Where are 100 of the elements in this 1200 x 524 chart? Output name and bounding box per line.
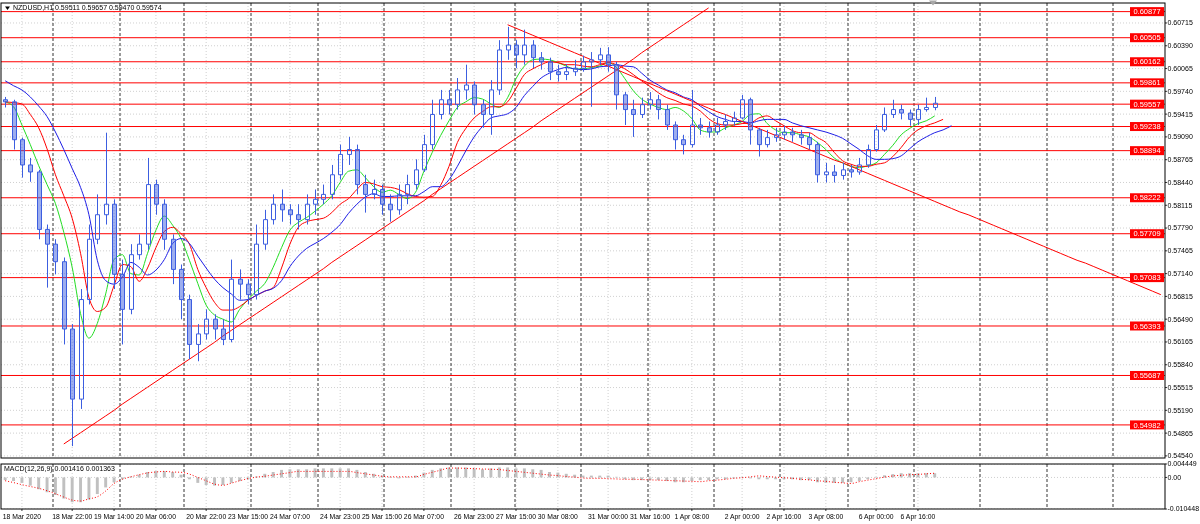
line-series [4, 467, 936, 502]
candlestick [723, 113, 728, 131]
candlestick [715, 117, 720, 136]
candlestick [330, 164, 335, 200]
candlestick [857, 157, 862, 176]
candlestick [338, 144, 343, 181]
candlestick [933, 96, 938, 111]
candlestick [740, 94, 745, 120]
candlestick [347, 136, 352, 166]
candlestick [204, 308, 209, 341]
candlestick [598, 47, 603, 66]
candlestick [179, 264, 184, 320]
candlestick [866, 144, 871, 169]
candlestick [522, 29, 527, 66]
candlestick [573, 59, 578, 77]
candlestick [841, 162, 846, 181]
candlestick [405, 174, 410, 205]
candlestick [832, 164, 837, 183]
candlestick [3, 96, 8, 108]
candlestick [497, 39, 502, 96]
candlestick [614, 61, 619, 111]
candlestick [87, 224, 92, 305]
candlestick [765, 129, 770, 148]
candlestick [556, 64, 561, 83]
candlestick [472, 81, 477, 115]
candlestick [924, 97, 929, 113]
candlestick [79, 288, 84, 410]
candlestick [372, 179, 377, 200]
candlestick [589, 51, 594, 108]
candlestick [673, 120, 678, 151]
candlestick [506, 26, 511, 61]
candlestick [280, 188, 285, 223]
candlestick [581, 55, 586, 73]
candlestick [238, 268, 243, 301]
candlestick [681, 134, 686, 155]
candlestick [213, 313, 218, 341]
candlestick [422, 134, 427, 173]
candlestick [849, 164, 854, 179]
candlestick [305, 193, 310, 226]
candlestick [129, 243, 134, 315]
candlestick [464, 64, 469, 101]
candlestick [481, 99, 486, 129]
candlestick [782, 125, 787, 141]
candlestick [20, 137, 25, 179]
candlestick [254, 224, 259, 301]
candlestick [757, 127, 762, 158]
candlestick [815, 141, 820, 183]
candlestick [313, 188, 318, 216]
candlestick [146, 157, 151, 251]
candlestick [380, 184, 385, 216]
candlestick [162, 198, 167, 251]
candlestick [891, 99, 896, 119]
candlestick [70, 323, 75, 447]
candlestick [807, 132, 812, 151]
candlestick [321, 184, 326, 205]
candlestick [899, 104, 904, 120]
candlestick [37, 169, 42, 240]
candlestick [514, 39, 519, 69]
candlestick [447, 89, 452, 115]
candlestick [707, 120, 712, 139]
candlestick [665, 104, 670, 131]
candlestick [648, 91, 653, 111]
candlestick [640, 97, 645, 119]
candlestick [196, 323, 201, 362]
candlestick [397, 184, 402, 216]
candlestick [388, 193, 393, 223]
candlestick [882, 106, 887, 133]
candlestick [908, 109, 913, 127]
candlestick [363, 174, 368, 214]
candlestick [455, 77, 460, 111]
candlestick [28, 157, 33, 183]
candlestick [631, 99, 636, 138]
candlestick [221, 318, 226, 346]
candlestick [698, 117, 703, 136]
candlestick [690, 89, 695, 148]
candlestick [623, 91, 628, 126]
candlestick [606, 46, 611, 73]
candlestick [656, 94, 661, 120]
candlestick [120, 259, 125, 345]
candlestick [824, 162, 829, 183]
candlestick [732, 111, 737, 127]
candlestick [288, 203, 293, 226]
candlestick [414, 158, 419, 190]
candlestick [489, 79, 494, 136]
candlestick [355, 144, 360, 195]
candlestick [95, 193, 100, 245]
candlestick [137, 233, 142, 261]
candlestick [439, 89, 444, 120]
candlestick [12, 99, 17, 151]
candlestick [430, 99, 435, 151]
candlestick [548, 57, 553, 81]
candlestick [271, 193, 276, 226]
candlestick [531, 39, 536, 69]
candlestick [748, 97, 753, 146]
candlestick [774, 127, 779, 143]
candlestick [564, 63, 569, 81]
candlestick [296, 203, 301, 230]
candlestick [154, 179, 159, 216]
candlestick [246, 278, 251, 305]
candlestick [229, 259, 234, 343]
